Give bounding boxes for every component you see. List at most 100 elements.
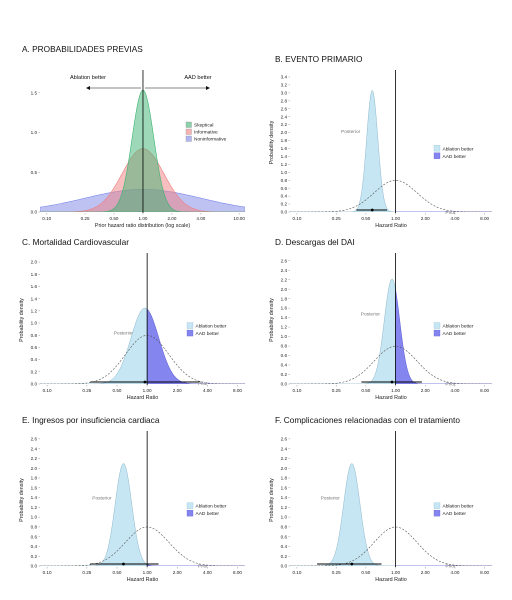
y-tick-label: 1.6 (31, 485, 38, 490)
x-axis-label: Prior hazard ratio distribution (log sca… (95, 223, 190, 229)
y-tick-label: 2.2 (281, 456, 288, 461)
x-tick-label: 10.00 (233, 216, 245, 221)
prior-label: Prior (445, 563, 456, 569)
arrowhead-left (86, 86, 90, 90)
panel-title: A. PROBABILIDADES PREVIAS (22, 44, 143, 54)
y-tick-label: 2.4 (281, 446, 288, 451)
x-tick-label: 0.10 (292, 388, 301, 393)
y-tick-label: 0.8 (281, 524, 288, 529)
y-axis-label: Probability density (269, 298, 275, 342)
x-tick-label: 4.00 (450, 570, 459, 575)
point-estimate (390, 380, 394, 384)
plot-area (290, 89, 492, 212)
x-axis-label: Hazard Ratio (127, 395, 158, 401)
legend-label-aad: AAD better (443, 331, 467, 337)
prior-curve (290, 526, 492, 566)
x-tick-label: 0.10 (42, 216, 51, 221)
x-tick-label: 0.25 (82, 570, 91, 575)
y-tick-label: 2.6 (31, 436, 38, 441)
x-tick-label: 1.00 (138, 216, 147, 221)
x-tick-label: 0.50 (361, 388, 370, 393)
legend-label: Informative (194, 130, 218, 136)
point-estimate (122, 562, 125, 566)
panel-title: F. Complicaciones relacionadas con el tr… (275, 415, 460, 425)
y-tick-label: 0.8 (281, 344, 288, 349)
y-tick-label: 0.0 (31, 210, 38, 215)
y-tick-label: 2.0 (281, 287, 288, 292)
x-tick-label: 4.00 (450, 216, 459, 221)
y-tick-label: 1.8 (31, 272, 38, 277)
y-tick-label: 3.4 (281, 75, 288, 80)
y-tick-label: 3.2 (281, 83, 288, 88)
y-tick-label: 1.0 (31, 515, 38, 520)
y-tick-label: 3.0 (281, 90, 288, 95)
legend-label-ablation: Ablation better (196, 324, 227, 330)
x-tick-label: 4.00 (196, 216, 205, 221)
legend-swatch-ablation (433, 502, 441, 509)
y-tick-label: 1.6 (281, 146, 288, 151)
y-tick-label: 0.8 (31, 524, 38, 529)
y-tick-label: 1.2 (281, 505, 288, 510)
prior-curve (290, 345, 492, 384)
x-tick-label: 0.50 (113, 570, 122, 575)
y-tick-label: 0.4 (281, 194, 288, 199)
y-tick-label: 0.2 (281, 554, 288, 559)
x-tick-label: 1.00 (143, 570, 152, 575)
legend-label-ablation: Ablation better (443, 324, 474, 330)
x-tick-label: 1.00 (391, 216, 400, 221)
x-tick-label: 2.00 (173, 388, 182, 393)
y-tick-label: 1.6 (31, 284, 38, 289)
legend-swatch-aad (433, 152, 441, 159)
panel-f: F. Complicaciones relacionadas con el tr… (269, 415, 492, 583)
legend-label: Noninformative (194, 137, 227, 143)
point-estimate (143, 380, 147, 384)
prior-label: Prior (445, 210, 456, 216)
arrow-left-label: Ablation better (70, 75, 106, 81)
arrow-right-label: AAD better (184, 75, 211, 81)
y-tick-label: 1.8 (281, 138, 288, 143)
x-tick-label: 1.00 (391, 388, 400, 393)
y-tick-label: 1.0 (281, 334, 288, 339)
y-axis-label: Probability density (19, 478, 25, 522)
y-tick-label: 0.6 (281, 534, 288, 539)
x-tick-label: 2.00 (421, 570, 430, 575)
y-tick-label: 1.5 (31, 90, 38, 95)
x-tick-label: 0.10 (292, 216, 301, 221)
x-tick-label: 0.25 (332, 388, 341, 393)
posterior-label: Posterior (321, 495, 341, 501)
x-tick-label: 4.00 (450, 388, 459, 393)
y-tick-label: 1.4 (281, 315, 288, 320)
posterior-label: Posterior (114, 331, 134, 337)
prior-label: Prior (198, 381, 209, 387)
panel-e: E. Ingresos por insuficiencia cardiaca Po… (19, 415, 245, 583)
legend-swatch-aad (433, 509, 441, 517)
legend-label-ablation: Ablation better (443, 504, 474, 510)
legend-label: Skeptical (194, 123, 213, 129)
y-tick-label: 1.4 (281, 495, 288, 500)
x-tick-label: 2.00 (421, 216, 430, 221)
x-tick-label: 2.00 (421, 388, 430, 393)
y-tick-label: 2.8 (281, 98, 288, 103)
y-tick-label: 0.0 (31, 382, 38, 387)
y-tick-label: 0.2 (281, 372, 288, 377)
y-axis-label: Probability density (269, 120, 275, 164)
legend-swatch-ablation (186, 502, 194, 509)
y-tick-label: 1.4 (31, 495, 38, 500)
y-tick-label: 0.6 (281, 186, 288, 191)
y-tick-label: 1.0 (31, 321, 38, 326)
x-tick-label: 8.00 (480, 216, 489, 221)
panel-c: C. Mortalidad Cardiovascular Posterior Pri… (19, 237, 245, 401)
x-axis-label: Hazard Ratio (375, 577, 406, 583)
legend-label-aad: AAD better (196, 511, 220, 517)
y-tick-label: 2.0 (281, 466, 288, 471)
x-tick-label: 1.00 (391, 570, 400, 575)
y-tick-label: 2.4 (31, 446, 38, 451)
x-tick-label: 4.00 (203, 388, 212, 393)
posterior-label: Posterior (92, 495, 112, 501)
y-tick-label: 0.0 (281, 382, 288, 387)
density-skeptical (40, 89, 245, 212)
y-tick-label: 2.6 (281, 106, 288, 111)
panel-title: E. Ingresos por insuficiencia cardiaca (22, 415, 160, 425)
x-tick-label: 8.00 (480, 388, 489, 393)
plot-area (40, 89, 245, 212)
